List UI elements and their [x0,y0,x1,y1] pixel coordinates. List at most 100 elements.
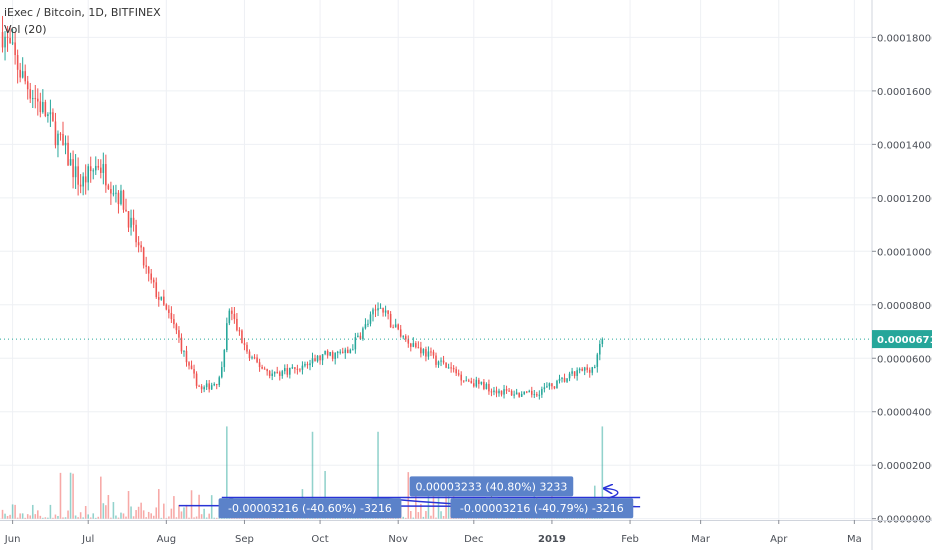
candle-body [97,165,100,168]
candle-body [324,350,326,355]
volume-bar [195,516,198,519]
candle-body [72,159,74,178]
time-tick-label: Mar [691,534,711,545]
volume-indicator-label[interactable]: Vol (20) [4,23,47,36]
candle-body [399,329,402,337]
candle [54,112,57,149]
candle [374,304,377,318]
candle [407,335,410,348]
candle [397,323,399,331]
volume-bar [31,504,34,519]
price-tick-label: 0.00002000 [877,461,932,472]
volume-bar [420,503,422,519]
volume-bar [165,517,168,519]
volume-bar [49,504,52,519]
candle [523,391,525,396]
candle [205,380,208,391]
candle [367,319,369,328]
candle-body [304,363,306,366]
candle [352,344,354,351]
candle-body [160,296,163,300]
volume-bar [105,505,107,519]
candle-body [289,367,291,375]
volume-bar [404,517,407,519]
candle [26,75,29,100]
candle [44,99,47,118]
candle [130,209,132,236]
candle-body [62,134,64,146]
volume-bar [377,431,379,519]
candle [420,341,422,358]
time-tick-label: Jun [4,534,21,545]
volume-bar [601,426,604,519]
candle-body [513,394,515,396]
candle-body [157,297,160,300]
price-axis[interactable]: 0.00018000 0.00016000 0.00014000 0.00012000… [871,0,932,550]
volume-bar [122,513,125,519]
candle [52,108,54,122]
candle [112,185,115,197]
candle [442,355,445,365]
candle-body [480,381,483,384]
candle [326,349,329,359]
candle [246,342,248,354]
candle-body [493,390,495,393]
candle [417,341,420,349]
candle [475,376,478,388]
candle-body [374,309,377,311]
candle-body [329,351,331,356]
candle-body [147,266,150,274]
candle-body [291,367,294,369]
candle-body [495,390,498,394]
candle [236,313,238,332]
candle [457,369,460,377]
time-tick-label: Sep [235,534,254,545]
volume-bar [427,488,430,519]
volume-bar [430,515,432,519]
volume-bar [160,517,163,519]
candle [31,89,34,109]
volume-bar [152,515,155,519]
symbol-title[interactable]: iExec / Bitcoin, 1D, BITFINEX [4,6,161,19]
candle-body [294,367,296,369]
candle-body [163,296,165,305]
candle-body [485,383,488,390]
chart-legend[interactable]: iExec / Bitcoin, 1D, BITFINEX Vol (20) [4,4,161,38]
candle-body [137,242,140,246]
volume-bar [442,516,445,519]
volume-bar [432,482,435,519]
candle-body [546,386,548,388]
candle-body [392,327,394,329]
candle-body [193,369,195,374]
candle [593,364,596,369]
candle-body [588,369,591,373]
candle-body [286,368,289,375]
candle-body [170,312,173,320]
candle-body [528,390,531,393]
candle-body [339,351,342,353]
candle [447,363,450,369]
volume-bar [19,513,21,519]
measure-badge-bg [450,498,634,519]
time-axis[interactable]: Jun Jul Aug Sep Oct Nov Dec 2019 Feb Mar Apr Ma [0,520,932,545]
candle-body [553,386,556,389]
candle-body [475,379,478,387]
volume-bar [4,513,6,519]
candle [357,332,359,338]
candle [430,347,432,357]
candle [324,350,326,356]
candle-body [175,324,178,331]
volume-bar [238,517,241,519]
measure-labels[interactable]: -0.00003216 (-40.60%) -3216 -0.00003216 (… [218,476,634,519]
candle [369,311,372,327]
volume-bar [183,507,185,519]
candle-body [415,343,417,348]
volume-bar [311,431,314,519]
candle [296,364,299,375]
candle-body [372,309,374,315]
candle [42,89,44,114]
candle-body [79,184,82,187]
candle [213,382,216,387]
candle [69,152,72,166]
